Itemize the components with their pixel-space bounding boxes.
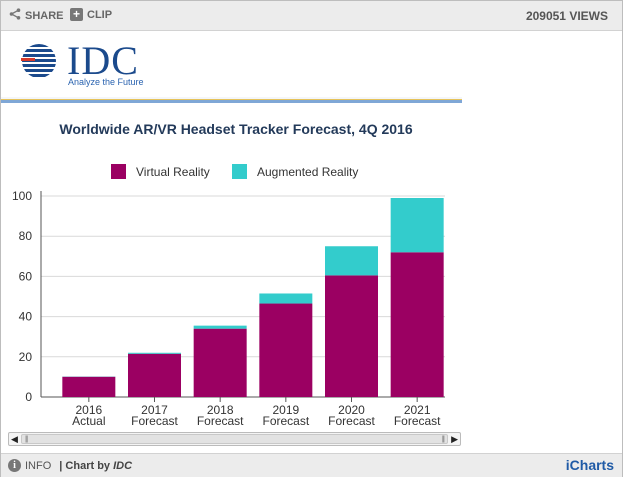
- x-tick-label: Forecast: [394, 414, 441, 428]
- x-tick-label: 2016: [75, 403, 102, 417]
- y-tick-label: 0: [25, 390, 32, 404]
- bar-vr: [62, 376, 116, 397]
- share-button[interactable]: SHARE: [9, 8, 64, 23]
- bar-vr: [193, 328, 247, 397]
- logo-wordmark: IDC: [67, 38, 139, 83]
- bottom-toolbar: i INFO | Chart by IDC iCharts: [1, 453, 622, 477]
- y-tick-label: 40: [19, 310, 33, 324]
- y-tick-label: 80: [19, 229, 33, 243]
- info-icon: i: [8, 459, 21, 472]
- scrollbar-thumb[interactable]: ||| |||: [21, 434, 448, 444]
- grip-icon: |||: [25, 436, 29, 443]
- legend-item-ar[interactable]: Augmented Reality: [232, 164, 358, 179]
- share-icon: [9, 8, 21, 23]
- legend-label-ar: Augmented Reality: [257, 164, 359, 179]
- legend-label-vr: Virtual Reality: [136, 164, 210, 179]
- legend-swatch-vr: [111, 164, 126, 179]
- info-button[interactable]: i INFO | Chart by IDC: [8, 459, 132, 472]
- y-tick-label: 100: [12, 189, 32, 203]
- bar-ar: [193, 325, 247, 329]
- legend-item-vr[interactable]: Virtual Reality: [111, 164, 210, 179]
- bar-vr: [128, 353, 181, 397]
- horizontal-scrollbar[interactable]: ◀ ||| ||| ▶: [8, 432, 461, 446]
- y-tick-label: 60: [19, 269, 33, 283]
- x-tick-label: Forecast: [197, 414, 244, 428]
- credit-source[interactable]: IDC: [113, 459, 133, 472]
- bar-vr: [259, 303, 313, 397]
- bar-vr: [325, 275, 378, 397]
- bar-ar: [259, 293, 313, 304]
- x-tick-label: Forecast: [328, 414, 375, 428]
- x-tick-label: 2021: [404, 403, 431, 417]
- bar-ar: [390, 198, 444, 253]
- clip-button[interactable]: + CLIP: [70, 8, 112, 21]
- plus-icon: +: [70, 8, 83, 21]
- x-tick-label: 2018: [207, 403, 234, 417]
- globe-icon: [21, 44, 56, 77]
- x-tick-label: Forecast: [131, 414, 178, 428]
- info-label: INFO: [25, 459, 52, 472]
- scroll-right-icon[interactable]: ▶: [451, 434, 458, 444]
- header-divider: [1, 97, 462, 103]
- share-label: SHARE: [25, 9, 64, 22]
- chart-credit: | Chart by IDC: [59, 460, 132, 472]
- credit-prefix: | Chart by: [59, 459, 111, 472]
- y-tick-label: 20: [19, 350, 33, 364]
- chart-legend: Virtual Reality Augmented Reality: [1, 164, 471, 182]
- idc-logo: IDC Analyze the Future: [15, 41, 155, 91]
- logo-tagline: Analyze the Future: [68, 77, 144, 87]
- bar-ar: [325, 246, 378, 276]
- legend-swatch-ar: [232, 164, 247, 179]
- x-tick-label: Actual: [72, 414, 105, 428]
- icharts-brand-link[interactable]: iCharts: [565, 457, 614, 473]
- bar-vr: [390, 252, 444, 397]
- x-tick-label: 2020: [338, 403, 365, 417]
- top-toolbar: SHARE + CLIP 209051 VIEWS: [1, 1, 622, 31]
- x-tick-label: 2019: [272, 403, 299, 417]
- view-count: 209051 VIEWS: [525, 9, 608, 23]
- chart-title: Worldwide AR/VR Headset Tracker Forecast…: [59, 121, 413, 137]
- clip-label: CLIP: [87, 8, 113, 21]
- grip-icon: |||: [441, 436, 446, 443]
- scroll-left-icon[interactable]: ◀: [11, 434, 18, 444]
- bar-ar: [128, 352, 181, 354]
- x-tick-label: Forecast: [262, 414, 309, 428]
- bar-chart: 0204060801002016Actual2017Forecast2018Fo…: [12, 189, 445, 428]
- x-tick-label: 2017: [141, 403, 168, 417]
